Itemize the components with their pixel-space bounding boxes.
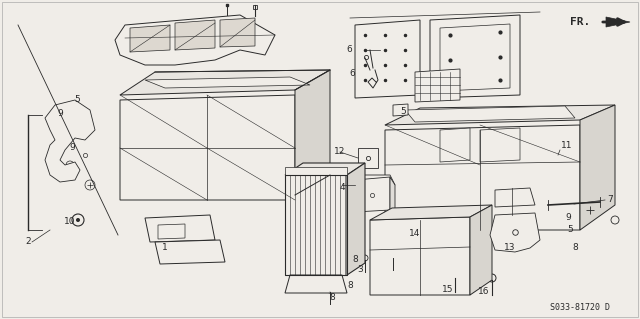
Text: 9: 9 xyxy=(69,144,75,152)
Text: S033-81720 D: S033-81720 D xyxy=(550,303,610,313)
Text: 5: 5 xyxy=(74,95,80,105)
Polygon shape xyxy=(120,70,330,95)
Polygon shape xyxy=(115,15,275,65)
Polygon shape xyxy=(175,20,215,50)
Text: 14: 14 xyxy=(410,228,420,238)
Polygon shape xyxy=(158,224,185,239)
Polygon shape xyxy=(120,95,295,200)
Text: 7: 7 xyxy=(607,196,613,204)
Polygon shape xyxy=(295,70,330,195)
Polygon shape xyxy=(385,125,580,230)
Polygon shape xyxy=(285,167,347,175)
Text: 9: 9 xyxy=(57,108,63,117)
Polygon shape xyxy=(470,205,492,295)
Polygon shape xyxy=(285,163,365,175)
Text: 6: 6 xyxy=(346,46,352,55)
Polygon shape xyxy=(390,177,395,215)
Polygon shape xyxy=(440,128,470,162)
Text: 3: 3 xyxy=(357,265,363,275)
Text: 10: 10 xyxy=(64,218,76,226)
Polygon shape xyxy=(130,25,170,52)
Circle shape xyxy=(556,153,560,157)
Polygon shape xyxy=(355,175,395,190)
Text: 16: 16 xyxy=(478,287,490,296)
Text: 15: 15 xyxy=(442,286,454,294)
Polygon shape xyxy=(355,20,420,98)
Bar xyxy=(285,175,347,275)
Text: 11: 11 xyxy=(561,140,573,150)
Polygon shape xyxy=(355,177,390,212)
Text: 8: 8 xyxy=(572,243,578,253)
Polygon shape xyxy=(145,215,215,242)
Polygon shape xyxy=(393,104,408,116)
Polygon shape xyxy=(580,105,615,230)
Text: 6: 6 xyxy=(349,69,355,78)
Text: 12: 12 xyxy=(334,147,346,157)
Polygon shape xyxy=(495,188,535,207)
Text: 4: 4 xyxy=(339,183,345,192)
Polygon shape xyxy=(220,18,255,47)
Text: 13: 13 xyxy=(504,243,516,253)
Polygon shape xyxy=(430,15,520,98)
Polygon shape xyxy=(606,17,630,27)
Text: 5: 5 xyxy=(567,226,573,234)
Text: 8: 8 xyxy=(347,280,353,290)
Polygon shape xyxy=(405,106,575,122)
Polygon shape xyxy=(440,24,510,91)
Polygon shape xyxy=(415,69,460,102)
Polygon shape xyxy=(45,100,95,182)
Text: FR.: FR. xyxy=(570,17,590,27)
Polygon shape xyxy=(370,217,470,295)
Polygon shape xyxy=(358,148,378,168)
Text: 5: 5 xyxy=(400,108,406,116)
Text: 8: 8 xyxy=(329,293,335,301)
Text: 1: 1 xyxy=(162,243,168,253)
Polygon shape xyxy=(145,77,310,88)
Text: 8: 8 xyxy=(352,256,358,264)
Polygon shape xyxy=(285,275,347,293)
Bar xyxy=(285,175,347,275)
Polygon shape xyxy=(490,213,540,252)
Text: 2: 2 xyxy=(25,238,31,247)
Polygon shape xyxy=(155,240,225,264)
Polygon shape xyxy=(347,163,365,275)
Polygon shape xyxy=(385,105,615,125)
Polygon shape xyxy=(370,205,492,220)
Circle shape xyxy=(76,218,80,222)
Polygon shape xyxy=(480,128,520,162)
Text: 9: 9 xyxy=(565,213,571,222)
